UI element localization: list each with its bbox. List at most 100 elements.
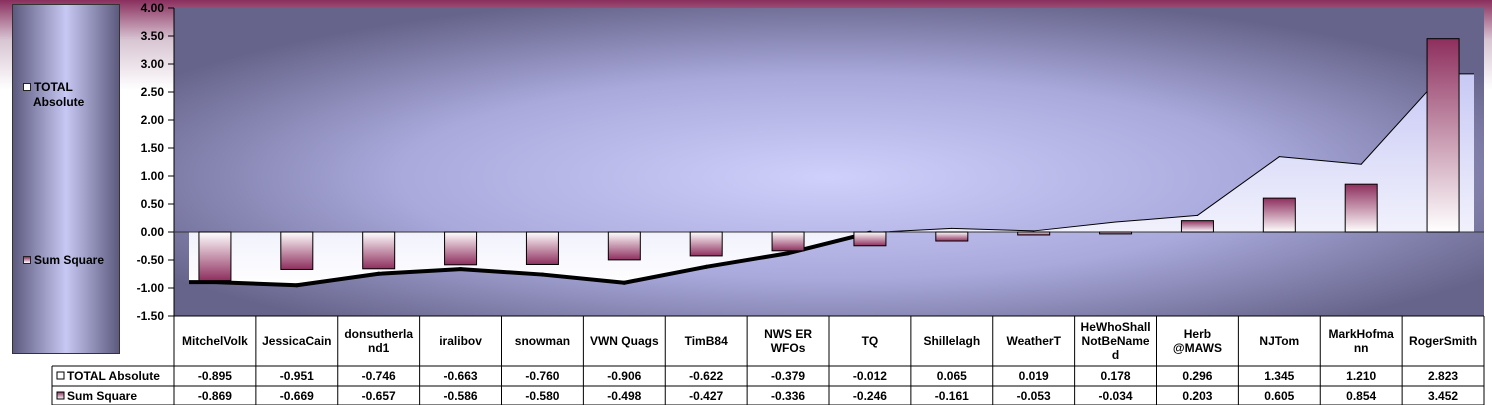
legend-sum-label: Sum Square — [34, 253, 105, 267]
sum-square-bar — [362, 231, 396, 270]
sum-square-bar — [1262, 197, 1296, 233]
sum-square-value: -0.498 — [607, 389, 641, 403]
total-absolute-segment — [1033, 221, 1117, 232]
total-absolute-value: -0.895 — [198, 369, 232, 383]
category-label: NWS ER — [764, 327, 812, 341]
sum-square-bar — [935, 231, 969, 242]
sum-square-value: 3.452 — [1428, 389, 1458, 403]
table-row-label-total: TOTAL Absolute — [67, 369, 160, 383]
total-absolute-value: -0.012 — [853, 369, 887, 383]
sum-square-value: -0.586 — [444, 389, 478, 403]
category-label: MarkHofma — [1329, 327, 1395, 341]
legend-swatch-sum — [23, 255, 31, 264]
sum-square-value: -0.053 — [1017, 389, 1051, 403]
sum-square-value: 0.854 — [1346, 389, 1376, 403]
total-absolute-value: 0.065 — [937, 369, 967, 383]
sum-square-bars — [198, 38, 1460, 282]
y-tick-label: 3.50 — [141, 29, 165, 43]
total-absolute-value: -0.746 — [362, 369, 396, 383]
total-absolute-value: 0.178 — [1101, 369, 1131, 383]
sum-square-bar — [1344, 183, 1378, 233]
category-label: NotBeName — [1082, 334, 1150, 348]
y-tick-label: 0.00 — [141, 225, 165, 239]
total-absolute-segment — [951, 227, 1035, 232]
category-label: MitchelVolk — [182, 334, 248, 348]
sum-square-bar — [1180, 220, 1214, 233]
total-absolute-segment — [1196, 156, 1280, 216]
category-label: VWN Quags — [590, 334, 659, 348]
sum-square-bar — [689, 231, 723, 257]
category-label: JessicaCain — [262, 334, 331, 348]
y-axis: 4.00 3.50 3.00 2.50 2.00 1.50 1.00 0.50 0.00 -0.5… — [137, 1, 175, 323]
total-absolute-value: 0.019 — [1019, 369, 1049, 383]
total-absolute-value: -0.760 — [525, 369, 559, 383]
sum-square-bar — [1099, 231, 1133, 235]
total-absolute-segment — [1115, 214, 1198, 223]
category-label: nd1 — [368, 341, 390, 355]
legend-total-line2: Absolute — [33, 95, 85, 109]
table-swatch-sum — [56, 391, 65, 400]
total-absolute-value: -0.379 — [771, 369, 805, 383]
y-tick-label: 4.00 — [141, 1, 165, 15]
legend-swatch-total — [23, 82, 31, 91]
category-label: d — [1112, 348, 1119, 362]
total-absolute-segment — [1278, 156, 1362, 165]
total-absolute-value: 1.210 — [1346, 369, 1376, 383]
y-tick-label: 2.00 — [141, 113, 165, 127]
total-absolute-segment — [622, 264, 709, 285]
table-row-label-sum: Sum Square — [67, 389, 137, 403]
legend-item-total-absolute: TOTAL Absolute — [23, 80, 84, 110]
total-absolute-segment — [704, 251, 791, 269]
category-label: TQ — [862, 334, 879, 348]
category-label: Herb — [1184, 327, 1211, 341]
legend: TOTAL Absolute Sum Square — [12, 4, 120, 354]
sum-square-value: -0.427 — [689, 389, 723, 403]
category-label: NJTom — [1259, 334, 1299, 348]
sum-square-bar — [1426, 38, 1460, 233]
category-label: RogerSmith — [1409, 334, 1477, 348]
y-tick-label: 2.50 — [141, 85, 165, 99]
sum-square-bar — [771, 231, 805, 252]
total-absolute-value: -0.951 — [280, 369, 314, 383]
total-absolute-segment — [458, 267, 545, 277]
legend-total-line1: TOTAL — [34, 80, 73, 94]
total-absolute-value: -0.906 — [607, 369, 641, 383]
y-tick-label: -0.50 — [137, 253, 165, 267]
sum-square-value: -0.246 — [853, 389, 887, 403]
sum-square-value: -0.161 — [935, 389, 969, 403]
sum-square-value: -0.580 — [525, 389, 559, 403]
category-label: WeatherT — [1006, 334, 1061, 348]
sum-square-value: -0.657 — [362, 389, 396, 403]
y-tick-label: 1.50 — [141, 141, 165, 155]
total-absolute-value: 0.296 — [1182, 369, 1212, 383]
total-absolute-value: -0.663 — [444, 369, 478, 383]
total-absolute-value: 2.823 — [1428, 369, 1458, 383]
sum-square-bar — [280, 231, 314, 270]
total-absolute-segment — [376, 267, 463, 276]
category-label: @MAWS — [1173, 341, 1222, 355]
category-label: HeWhoShall — [1081, 320, 1151, 334]
sum-square-bar — [607, 231, 641, 261]
sum-square-value: -0.669 — [280, 389, 314, 403]
y-tick-label: 0.50 — [141, 197, 165, 211]
sum-square-bar — [198, 231, 232, 282]
sum-square-bar — [525, 231, 559, 265]
category-label: donsutherla — [344, 327, 413, 341]
total-absolute-segment — [294, 271, 381, 288]
sum-square-value: -0.034 — [1099, 389, 1133, 403]
sum-square-value: 0.203 — [1182, 389, 1212, 403]
y-tick-label: 1.00 — [141, 169, 165, 183]
category-label: snowman — [515, 334, 570, 348]
category-label: WFOs — [771, 341, 806, 355]
y-tick-label: 3.00 — [141, 57, 165, 71]
total-absolute-segment — [540, 272, 627, 285]
total-absolute-value: 1.345 — [1264, 369, 1294, 383]
total-absolute-value: -0.622 — [689, 369, 723, 383]
total-absolute-segment — [212, 280, 299, 288]
sum-square-bar — [1017, 231, 1051, 236]
y-tick-label: -1.00 — [137, 281, 165, 295]
legend-item-sum-square: Sum Square — [23, 253, 104, 268]
y-tick-label: -1.50 — [137, 309, 165, 323]
